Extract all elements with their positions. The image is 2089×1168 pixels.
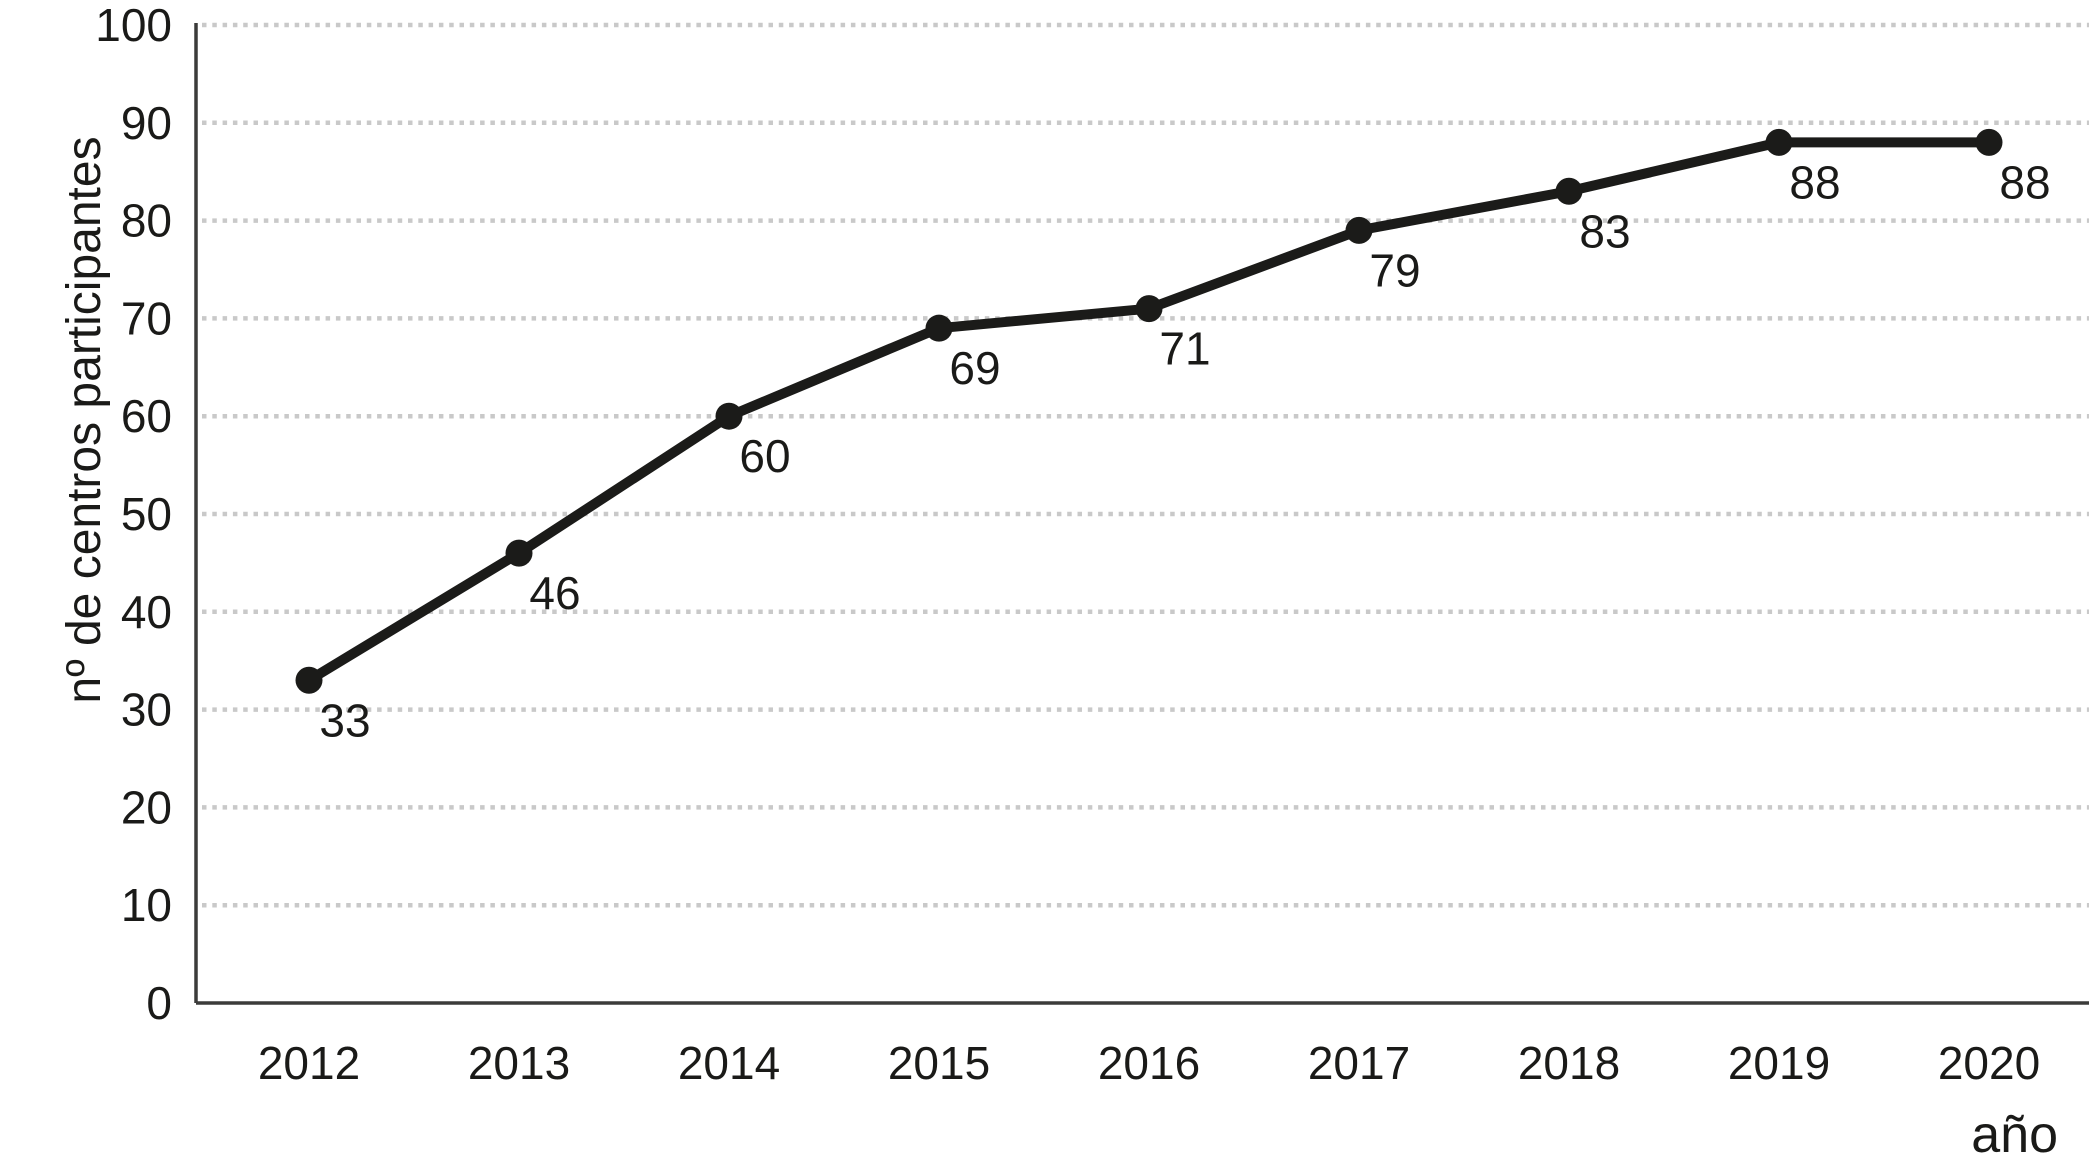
x-tick-label: 2014	[678, 1037, 780, 1089]
data-point	[1345, 216, 1373, 244]
y-tick-label: 30	[121, 684, 172, 736]
x-tick-label: 2017	[1308, 1037, 1410, 1089]
data-point-label: 33	[319, 694, 370, 746]
data-point-label: 79	[1369, 244, 1420, 296]
x-tick-label: 2015	[888, 1037, 990, 1089]
x-tick-label: 2012	[258, 1037, 360, 1089]
x-tick-label: 2016	[1098, 1037, 1200, 1089]
y-tick-label: 20	[121, 781, 172, 833]
x-tick-label: 2020	[1938, 1037, 2040, 1089]
x-axis-title: año	[1971, 1106, 2058, 1164]
point-labels-group: 33 46 60 69 71 79 83 88 88	[319, 156, 2050, 746]
data-point	[1975, 128, 2003, 156]
y-tick-label: 40	[121, 586, 172, 638]
data-point	[1765, 128, 1793, 156]
y-tick-label: 70	[121, 292, 172, 344]
y-axis-title: nº de centros participantes	[58, 136, 111, 703]
data-point-label: 46	[529, 567, 580, 619]
data-point	[925, 314, 953, 342]
data-point-label: 60	[739, 430, 790, 482]
data-point	[1135, 295, 1163, 323]
y-tick-label: 60	[121, 390, 172, 442]
y-tick-label: 80	[121, 195, 172, 247]
y-tick-label: 100	[95, 0, 172, 51]
data-point-label: 88	[1999, 156, 2050, 208]
data-point	[715, 402, 743, 430]
data-point	[505, 539, 533, 567]
x-tick-label: 2019	[1728, 1037, 1830, 1089]
data-series-group	[295, 128, 2003, 694]
y-tick-label: 10	[121, 879, 172, 931]
axes-group	[194, 23, 2089, 1005]
y-tick-label: 50	[121, 488, 172, 540]
x-tick-label: 2018	[1518, 1037, 1620, 1089]
data-point-label: 88	[1789, 156, 1840, 208]
data-point	[1555, 177, 1583, 205]
data-point-label: 71	[1159, 323, 1210, 375]
y-tick-label: 0	[146, 977, 172, 1029]
data-point-label: 69	[949, 342, 1000, 394]
x-tick-labels-group: 2012 2013 2014 2015 2016 2017 2018 2019 2020	[258, 1037, 2040, 1089]
data-point-label: 83	[1579, 205, 1630, 257]
y-tick-labels-group: 0 10 20 30 40 50 60 70 80 90 100	[95, 0, 172, 1029]
x-tick-label: 2013	[468, 1037, 570, 1089]
y-tick-label: 90	[121, 97, 172, 149]
data-point	[295, 666, 323, 694]
